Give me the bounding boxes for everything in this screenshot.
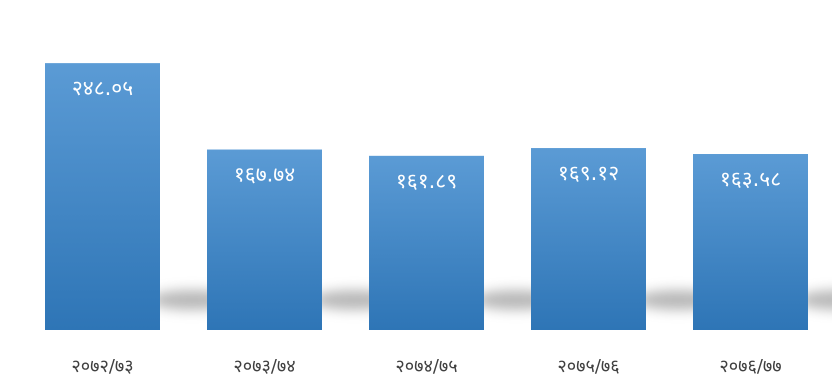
value-label-3: १६९.१२ (558, 161, 619, 185)
bar-1 (207, 149, 322, 330)
bars (45, 63, 808, 330)
bar-3 (531, 148, 646, 330)
bar-4 (693, 154, 808, 330)
value-label-1: १६७.७४ (234, 163, 295, 187)
value-label-0: २४८.०५ (72, 76, 133, 100)
bar-2 (369, 155, 484, 330)
value-label-2: १६१.८९ (396, 169, 457, 193)
value-labels: २४८.०५ १६७.७४ १६१.८९ १६९.१२ १६३.५८ (72, 76, 781, 193)
bar-0 (45, 63, 160, 330)
x-tick-label-0: २०७२/७३ (71, 356, 133, 377)
x-tick-label-4: २०७६/७७ (719, 356, 781, 377)
x-tick-label-3: २०७५/७६ (557, 356, 619, 377)
x-axis-ticks: २०७२/७३ २०७३/७४ २०७४/७५ २०७५/७६ २०७६/७७ (71, 356, 781, 377)
x-tick-label-2: २०७४/७५ (395, 356, 457, 377)
value-label-4: १६३.५८ (720, 167, 781, 191)
x-tick-label-1: २०७३/७४ (233, 356, 295, 377)
